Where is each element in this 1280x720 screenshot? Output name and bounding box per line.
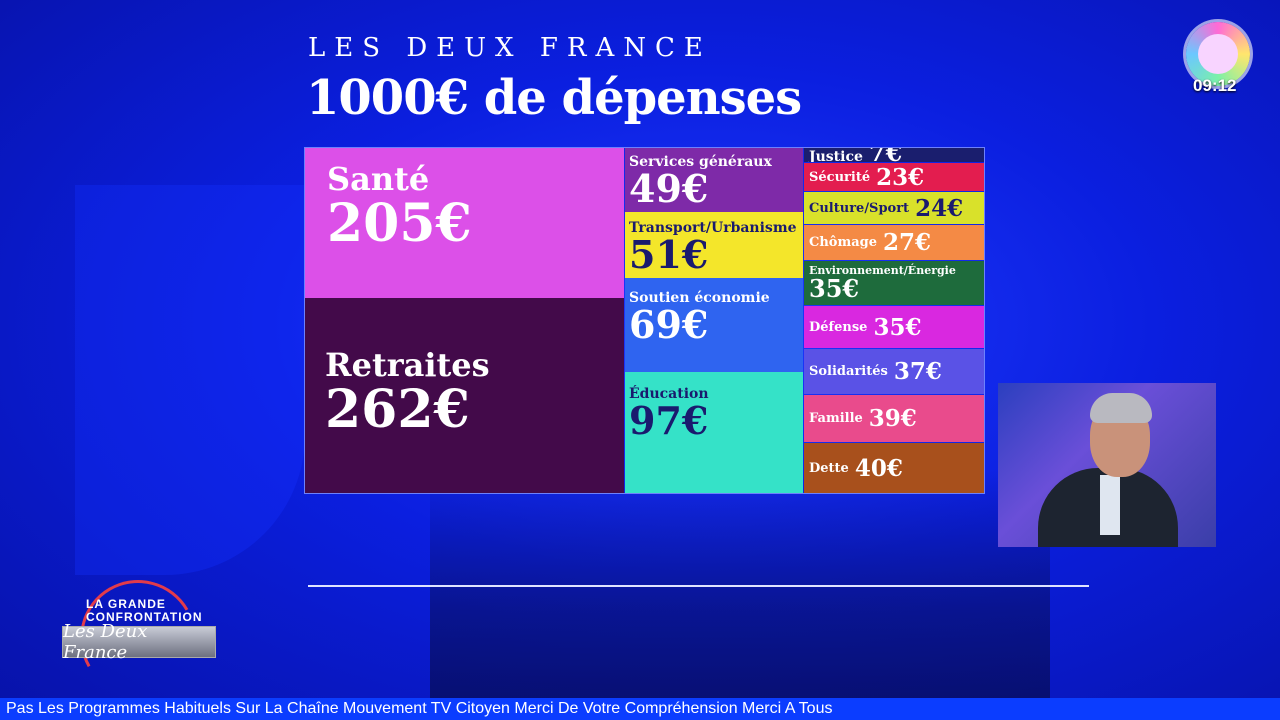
tile-label: Solidarités [809,364,888,379]
background-shape [75,185,305,575]
tile-securite: Sécurité 23€ [804,163,984,191]
tile-label: Culture/Sport [809,200,910,216]
tile-label: Dette [809,460,849,476]
tile-education: Éducation 97€ [625,372,803,493]
tile-label: Justice [809,149,863,162]
show-logo-top: LA GRANDE CONFRONTATION [86,597,203,624]
tile-environnement-energie: Environnement/Énergie 35€ [804,261,984,305]
tile-value: 27€ [883,229,932,256]
tile-justice: Justice 7€ [804,148,984,162]
treemap: Santé 205€ Retraites 262€ Services génér… [304,147,985,494]
tile-chomage: Chômage 27€ [804,225,984,260]
tile-label: Éducation [629,386,709,402]
tile-label: Retraites [325,346,490,384]
clock: 09:12 [1193,76,1237,95]
tile-label: Chômage [809,235,878,250]
tile-value: 97€ [629,398,709,443]
tile-label: Sécurité [809,169,871,185]
tile-value: 40€ [854,454,903,482]
tile-label: Environnement/Énergie [809,264,956,277]
presenter-hair [1090,393,1152,423]
tile-services-generaux: Services généraux 49€ [625,148,803,212]
tile-value: 24€ [915,194,964,222]
tile-value: 51€ [629,232,709,277]
divider [308,585,1089,587]
heading-title: 1000€ de dépenses [306,70,802,126]
tile-value: 49€ [629,166,709,211]
tile-value: 205€ [327,193,472,254]
tile-label: Soutien économie [629,290,770,306]
show-logo-name: Les Deux France [63,621,148,663]
tile-label: Famille [809,411,863,426]
presenter-shirt [1100,475,1120,535]
tile-retraites: Retraites 262€ [305,298,624,493]
show-logo: LA GRANDE CONFRONTATION Les Deux France [60,566,225,710]
channel-logo-center [1198,34,1238,74]
tile-value: 37€ [893,358,942,385]
channel-logo-icon [1186,22,1250,86]
tile-value: 7€ [869,148,902,162]
tile-culture-sport: Culture/Sport 24€ [804,192,984,224]
tile-value: 35€ [873,313,922,341]
presenter-video [998,383,1216,547]
tile-value: 262€ [325,379,470,440]
tile-value: 69€ [629,302,709,347]
tile-label: Transport/Urbanisme [629,220,797,236]
news-ticker: Pas Les Programmes Habituels Sur La Chaî… [0,698,1280,720]
show-logo-plate: Les Deux France [62,621,216,663]
heading-kicker: LES DEUX FRANCE [308,33,712,63]
tile-value: 39€ [868,405,917,432]
tile-value: 35€ [809,274,860,303]
tile-label: Santé [327,160,430,198]
tile-defense: Défense 35€ [804,306,984,348]
tile-sante: Santé 205€ [305,148,624,298]
tile-soutien-economie: Soutien économie 69€ [625,278,803,372]
tile-label: Services généraux [629,154,772,170]
tile-solidarites: Solidarités 37€ [804,349,984,394]
tile-transport: Transport/Urbanisme 51€ [625,212,803,278]
tile-label: Défense [809,319,868,335]
tile-dette: Dette 40€ [804,443,984,493]
tile-famille: Famille 39€ [804,395,984,442]
tile-value: 23€ [876,163,925,191]
